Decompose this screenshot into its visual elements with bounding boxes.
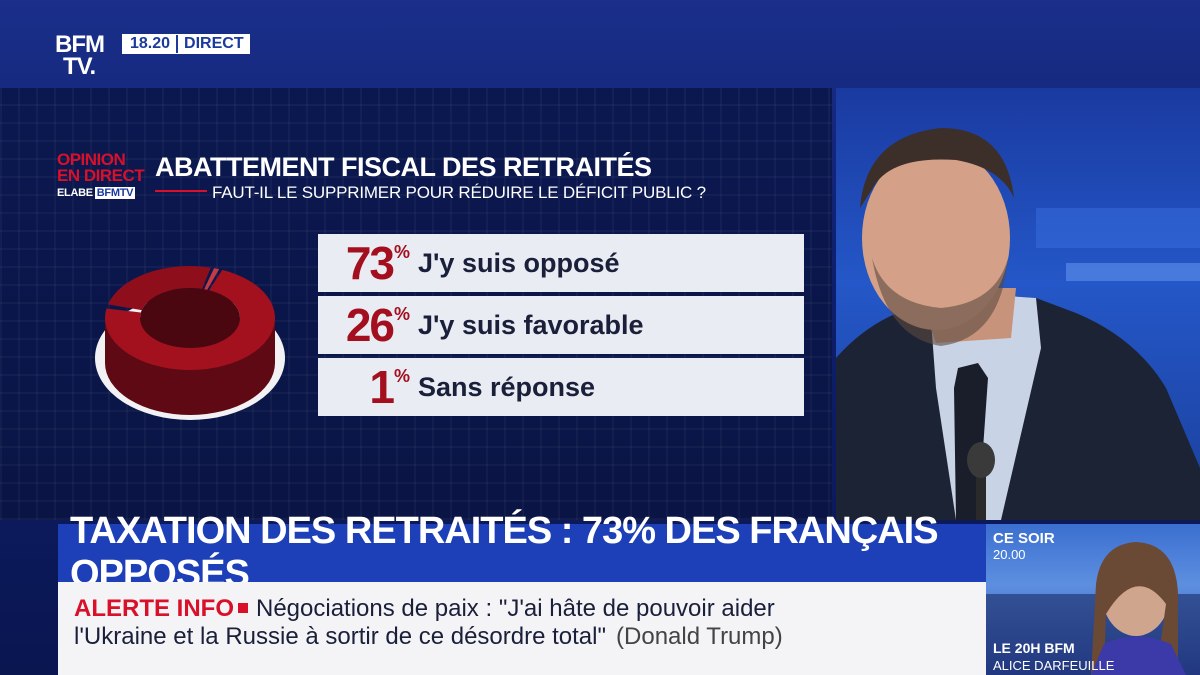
poll-source-name: ELABE (57, 187, 93, 199)
logo-line1: BFM (55, 31, 105, 58)
result-number: 73 (345, 237, 395, 289)
ticker-text-line2: l'Ukraine et la Russie à sortir de ce dé… (74, 623, 607, 650)
guest-hair (860, 128, 1014, 208)
result-value: 1% (318, 360, 410, 414)
donut-slice (204, 268, 220, 290)
result-label: J'y suis favorable (418, 309, 644, 340)
guest-face (862, 146, 1010, 330)
result-row: 26% J'y suis favorable (318, 296, 804, 354)
result-value: 26% (318, 298, 410, 352)
percent-sign: % (393, 304, 410, 324)
promo-time: 20.00 (993, 547, 1026, 562)
program-promo: CE SOIR 20.00 LE 20H BFM ALICE DARFEUILL… (986, 524, 1200, 675)
donut-slice (105, 269, 275, 370)
poll-partner: BFMTV (94, 187, 136, 199)
result-label: Sans réponse (418, 371, 596, 402)
promo-show: LE 20H BFM (993, 640, 1075, 656)
presenter-top (1091, 636, 1186, 675)
result-number: 1 (369, 361, 395, 413)
result-value: 73% (318, 236, 410, 290)
promo-background (986, 542, 1200, 675)
ticker-line1: ALERTE INFO Négociations de paix : "J'ai … (74, 595, 775, 623)
donut-hole (140, 288, 240, 348)
result-row: 1% Sans réponse (318, 358, 804, 416)
alert-label: ALERTE INFO (74, 595, 248, 622)
poll-source: ELABE BFMTV (57, 187, 136, 199)
microphone-icon (967, 442, 995, 478)
ticker-text-line1: Négociations de paix : "J'ai hâte de pou… (256, 595, 775, 622)
logo-line2: TV. (63, 53, 96, 80)
live-label: DIRECT (176, 35, 250, 53)
chart-subtitle: FAUT-IL LE SUPPRIMER POUR RÉDUIRE LE DÉF… (212, 183, 706, 202)
donut-slices (105, 266, 275, 415)
alert-label-text: ALERTE INFO (74, 595, 234, 622)
headline-bar: TAXATION DES RETRAITÉS : 73% DES FRANÇAI… (58, 510, 986, 595)
opinion-brand: OPINION EN DIRECT (57, 150, 147, 185)
guest-beard (872, 258, 1008, 346)
result-number: 26 (345, 299, 395, 351)
video-panel (836, 88, 1200, 520)
percent-sign: % (393, 366, 410, 386)
headline-text: TAXATION DES RETRAITÉS : 73% DES FRANÇAI… (70, 510, 939, 595)
studio-light (1066, 263, 1200, 281)
studio-light (1036, 208, 1200, 248)
microphone-stand (976, 448, 986, 520)
donut-slice (107, 266, 211, 311)
title-divider (155, 190, 207, 192)
percent-sign: % (393, 242, 410, 262)
chart-title: ABATTEMENT FISCAL DES RETRAITÉS (155, 152, 652, 182)
ticker-line2: l'Ukraine et la Russie à sortir de ce dé… (74, 623, 783, 651)
donut-chart (95, 266, 285, 420)
news-ticker: ALERTE INFO Négociations de paix : "J'ai … (58, 582, 986, 675)
channel-logo: BFM TV. (55, 31, 105, 80)
promo-label: CE SOIR (993, 530, 1055, 547)
guest-video (836, 128, 1200, 520)
brand-line2: EN DIRECT (57, 166, 145, 185)
result-label: J'y suis opposé (418, 247, 620, 278)
ticker-source: (Donald Trump) (616, 623, 783, 650)
presenter-hair (1091, 542, 1178, 675)
promo-host: ALICE DARFEUILLE (993, 658, 1115, 673)
clock-time: 18.20 (130, 35, 171, 52)
result-row: 73% J'y suis opposé (318, 234, 804, 292)
brand-line1: OPINION (57, 150, 126, 169)
live-time-badge: 18.20 DIRECT (122, 34, 250, 54)
alert-dot-icon (238, 602, 248, 613)
